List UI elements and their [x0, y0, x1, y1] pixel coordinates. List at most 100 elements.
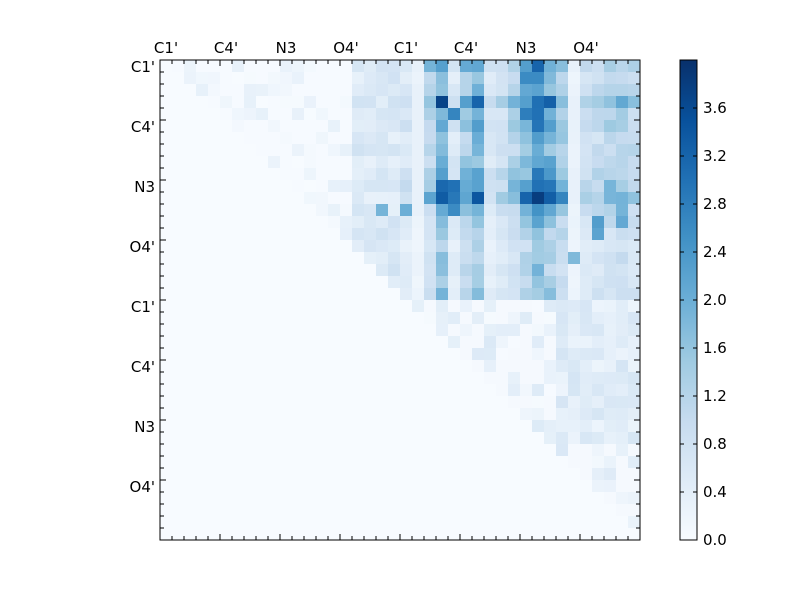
heatmap-cell — [616, 456, 629, 469]
heatmap-cell — [544, 84, 557, 97]
heatmap-cell — [328, 324, 341, 337]
heatmap-cell — [496, 264, 509, 277]
heatmap-cell — [592, 480, 605, 493]
heatmap-cell — [208, 384, 221, 397]
heatmap-cell — [460, 204, 473, 217]
heatmap-cell — [436, 348, 449, 361]
heatmap-cell — [568, 480, 581, 493]
heatmap-cell — [400, 72, 413, 85]
heatmap-cell — [412, 204, 425, 217]
heatmap-cell — [316, 264, 329, 277]
heatmap-cell — [232, 348, 245, 361]
heatmap-cell — [628, 516, 641, 529]
heatmap-cell — [340, 108, 353, 121]
heatmap-cell — [616, 168, 629, 181]
colorbar-tick-label: 3.6 — [703, 99, 727, 117]
heatmap-cell — [328, 108, 341, 121]
heatmap-cell — [292, 276, 305, 289]
heatmap-cell — [244, 384, 257, 397]
heatmap-cell — [436, 228, 449, 241]
heatmap-cell — [220, 84, 233, 97]
heatmap-cell — [184, 468, 197, 481]
heatmap-cell — [532, 312, 545, 325]
heatmap-cell — [316, 384, 329, 397]
heatmap-cell — [436, 180, 449, 193]
heatmap-cell — [448, 516, 461, 529]
heatmap-cell — [580, 372, 593, 385]
heatmap-cell — [604, 228, 617, 241]
heatmap-cell — [520, 264, 533, 277]
heatmap-cell — [604, 408, 617, 421]
heatmap-cell — [328, 336, 341, 349]
heatmap-cell — [304, 300, 317, 313]
heatmap-cell — [616, 432, 629, 445]
heatmap-cell — [400, 276, 413, 289]
heatmap-cell — [616, 192, 629, 205]
y-tick-label: O4' — [130, 238, 155, 256]
heatmap-cell — [448, 432, 461, 445]
heatmap-cell — [592, 264, 605, 277]
heatmap-cell — [508, 144, 521, 157]
heatmap-cell — [232, 84, 245, 97]
heatmap-cell — [172, 504, 185, 517]
heatmap-cell — [292, 432, 305, 445]
heatmap-cell — [568, 120, 581, 133]
heatmap-cell — [532, 528, 545, 541]
heatmap-cell — [184, 276, 197, 289]
heatmap-cell — [172, 132, 185, 145]
heatmap-cell — [412, 516, 425, 529]
heatmap-cell — [436, 528, 449, 541]
heatmap-cell — [556, 252, 569, 265]
heatmap-cell — [256, 216, 269, 229]
heatmap-cell — [520, 516, 533, 529]
heatmap-cell — [628, 528, 641, 541]
heatmap-cell — [388, 192, 401, 205]
heatmap-cell — [448, 504, 461, 517]
heatmap-cell — [544, 324, 557, 337]
heatmap-cell — [304, 264, 317, 277]
heatmap-cell — [232, 60, 245, 73]
heatmap-cell — [556, 396, 569, 409]
heatmap-cell — [364, 408, 377, 421]
heatmap-cell — [364, 228, 377, 241]
heatmap-cell — [244, 372, 257, 385]
heatmap-cell — [256, 96, 269, 109]
heatmap-cell — [484, 324, 497, 337]
heatmap-cell — [256, 348, 269, 361]
heatmap-cell — [388, 396, 401, 409]
heatmap-cell — [436, 84, 449, 97]
heatmap-cell — [448, 168, 461, 181]
heatmap-cell — [196, 480, 209, 493]
y-tick-label: N3 — [134, 178, 155, 196]
heatmap-cell — [220, 396, 233, 409]
heatmap-cell — [508, 84, 521, 97]
heatmap-cell — [160, 168, 173, 181]
heatmap-cell — [628, 288, 641, 301]
heatmap-cell — [220, 312, 233, 325]
heatmap-cell — [460, 396, 473, 409]
heatmap-cell — [244, 180, 257, 193]
heatmap-cell — [160, 240, 173, 253]
heatmap-cell — [616, 312, 629, 325]
heatmap-cell — [544, 240, 557, 253]
heatmap-cell — [448, 108, 461, 121]
heatmap-cell — [568, 516, 581, 529]
heatmap-cell — [364, 252, 377, 265]
heatmap-cell — [412, 492, 425, 505]
heatmap-cell — [388, 60, 401, 73]
heatmap-cell — [568, 468, 581, 481]
heatmap-cell — [172, 360, 185, 373]
heatmap-cell — [160, 180, 173, 193]
heatmap-cell — [304, 156, 317, 169]
heatmap-cell — [208, 84, 221, 97]
heatmap-cell — [568, 84, 581, 97]
heatmap-cell — [160, 444, 173, 457]
heatmap-cell — [412, 468, 425, 481]
heatmap-cell — [424, 444, 437, 457]
heatmap-cell — [208, 252, 221, 265]
heatmap-cell — [316, 60, 329, 73]
heatmap-cell — [280, 120, 293, 133]
heatmap-cell — [268, 240, 281, 253]
heatmap-cell — [616, 84, 629, 97]
heatmap-cell — [232, 276, 245, 289]
